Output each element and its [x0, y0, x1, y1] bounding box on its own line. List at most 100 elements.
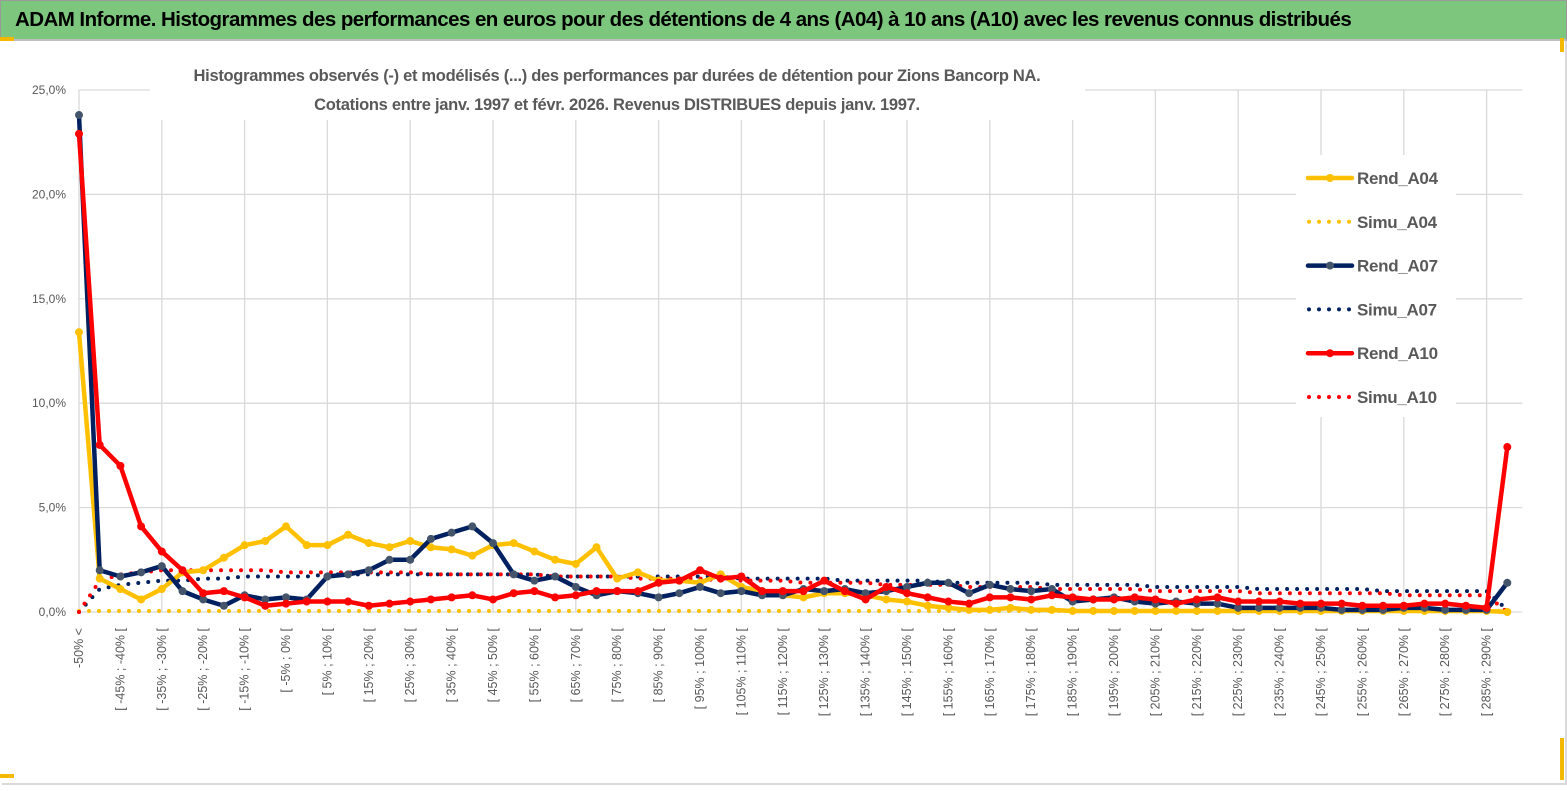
data-point-rend_a07 — [509, 570, 518, 579]
data-point-rend_a10 — [613, 587, 622, 596]
data-point-rend_a10 — [985, 593, 994, 602]
data-point-rend_a07 — [385, 555, 394, 564]
data-point-rend_a04 — [985, 605, 994, 614]
x-tick-label: [ 15% ; 20% [ — [362, 627, 376, 702]
data-point-rend_a10 — [923, 593, 932, 602]
data-point-rend_a07 — [551, 572, 560, 581]
data-point-rend_a07 — [1441, 605, 1450, 614]
data-point-rend_a04 — [344, 530, 353, 539]
data-point-rend_a04 — [1130, 606, 1139, 615]
data-point-rend_a10 — [489, 595, 497, 604]
data-point-rend_a07 — [923, 578, 932, 587]
data-point-rend_a10 — [1068, 593, 1077, 602]
data-point-rend_a04 — [95, 574, 104, 583]
series-rend_a10 — [75, 129, 1512, 612]
data-point-rend_a04 — [219, 553, 228, 562]
data-point-rend_a07 — [1337, 605, 1346, 614]
data-point-rend_a07 — [1047, 585, 1056, 594]
x-tick-label: [ -35% ; -30% [ — [155, 627, 169, 710]
data-point-rend_a04 — [1213, 606, 1222, 615]
x-tick-label: [ 35% ; 40% [ — [445, 627, 459, 702]
data-point-rend_a10 — [882, 582, 891, 591]
legend-label: Rend_A10 — [1357, 344, 1438, 363]
legend-item-simu_a04: Simu_A04 — [1307, 213, 1438, 232]
data-point-rend_a07 — [364, 566, 373, 575]
data-point-rend_a10 — [95, 440, 104, 449]
data-point-rend_a10 — [1296, 599, 1305, 608]
data-point-rend_a10 — [75, 129, 83, 138]
data-point-rend_a10 — [323, 597, 332, 606]
data-point-rend_a04 — [944, 603, 953, 612]
data-point-rend_a10 — [302, 597, 311, 606]
x-tick-label: [ 75% ; 80% [ — [610, 627, 624, 702]
data-point-rend_a04 — [1068, 606, 1077, 615]
x-tick-label: [ 175% ; 180% [ — [1024, 627, 1038, 716]
y-tick-label: 0,0% — [39, 605, 67, 619]
data-point-rend_a04 — [302, 541, 311, 550]
title-background — [150, 58, 1085, 120]
data-point-rend_a04 — [385, 543, 394, 552]
data-point-rend_a07 — [406, 555, 415, 564]
data-point-rend_a04 — [426, 543, 435, 552]
data-point-rend_a10 — [219, 587, 228, 596]
data-point-rend_a07 — [426, 534, 435, 543]
data-point-rend_a07 — [1254, 603, 1263, 612]
data-point-rend_a10 — [1192, 595, 1201, 604]
data-point-rend_a04 — [923, 601, 932, 610]
chart-frame — [2, 41, 1567, 785]
corner-mark-top-right — [1560, 38, 1564, 52]
legend-item-rend_a10: Rend_A10 — [1305, 344, 1438, 363]
data-point-rend_a04 — [199, 566, 208, 575]
x-tick-label: [ -15% ; -10% [ — [238, 627, 252, 710]
data-point-rend_a10 — [1275, 597, 1284, 606]
data-point-rend_a10 — [592, 587, 601, 596]
data-point-rend_a07 — [1213, 599, 1222, 608]
y-tick-label: 5,0% — [39, 501, 67, 515]
data-point-rend_a04 — [965, 605, 974, 614]
data-point-rend_a10 — [530, 587, 539, 596]
x-axis-ticks: -50% < [ -45% ; -40% [[ -35% ; -30% [[ -2… — [72, 627, 1494, 716]
data-point-rend_a10 — [571, 591, 580, 600]
data-point-rend_a07 — [261, 595, 270, 604]
data-point-rend_a04 — [468, 551, 477, 560]
data-point-rend_a07 — [137, 568, 146, 577]
data-point-rend_a10 — [737, 572, 746, 581]
chart-title-line-1: Histogrammes observés (-) et modélisés (… — [194, 67, 1041, 85]
x-tick-label: [ -5% ; 0% [ — [279, 627, 293, 692]
data-point-rend_a10 — [1379, 601, 1388, 610]
y-axis-ticks: 0,0% 5,0% 10,0% 15,0% 20,0% 25,0% — [32, 83, 66, 619]
data-point-rend_a04 — [406, 537, 415, 546]
data-point-rend_a10 — [965, 599, 974, 608]
legend-label: Rend_A07 — [1357, 257, 1438, 276]
report-header: ADAM Informe. Histogrammes des performan… — [0, 0, 1567, 41]
legend-marker — [1326, 261, 1334, 270]
x-tick-label: [ 255% ; 260% [ — [1355, 627, 1369, 716]
data-point-rend_a10 — [1151, 595, 1160, 604]
data-point-rend_a10 — [696, 566, 704, 575]
data-point-rend_a04 — [509, 539, 518, 548]
data-point-rend_a10 — [1254, 597, 1263, 606]
data-point-rend_a07 — [944, 578, 953, 587]
data-point-rend_a10 — [1441, 599, 1450, 608]
data-point-rend_a10 — [157, 547, 166, 556]
data-point-rend_a07 — [861, 589, 870, 598]
series-line-simu_a10 — [77, 568, 1510, 614]
data-point-rend_a10 — [633, 587, 642, 596]
data-point-rend_a10 — [1482, 603, 1491, 612]
data-point-rend_a07 — [571, 582, 580, 591]
series-simu_a07 — [77, 572, 1510, 614]
data-point-rend_a10 — [716, 574, 725, 583]
x-tick-label: [ 235% ; 240% [ — [1273, 627, 1287, 716]
data-point-rend_a07 — [530, 576, 539, 585]
x-tick-label: [ 165% ; 170% [ — [983, 627, 997, 716]
data-point-rend_a10 — [447, 593, 456, 602]
data-point-rend_a10 — [758, 587, 767, 596]
x-tick-label: [ -25% ; -20% [ — [196, 627, 210, 710]
legend-item-rend_a04: Rend_A04 — [1305, 169, 1439, 188]
series-simu_a10 — [77, 568, 1510, 614]
data-point-rend_a04 — [903, 597, 911, 606]
legend-label: Simu_A04 — [1357, 213, 1438, 232]
x-tick-label: [ 115% ; 120% [ — [776, 627, 790, 715]
data-point-rend_a07 — [489, 539, 497, 548]
data-point-rend_a04 — [633, 568, 642, 577]
